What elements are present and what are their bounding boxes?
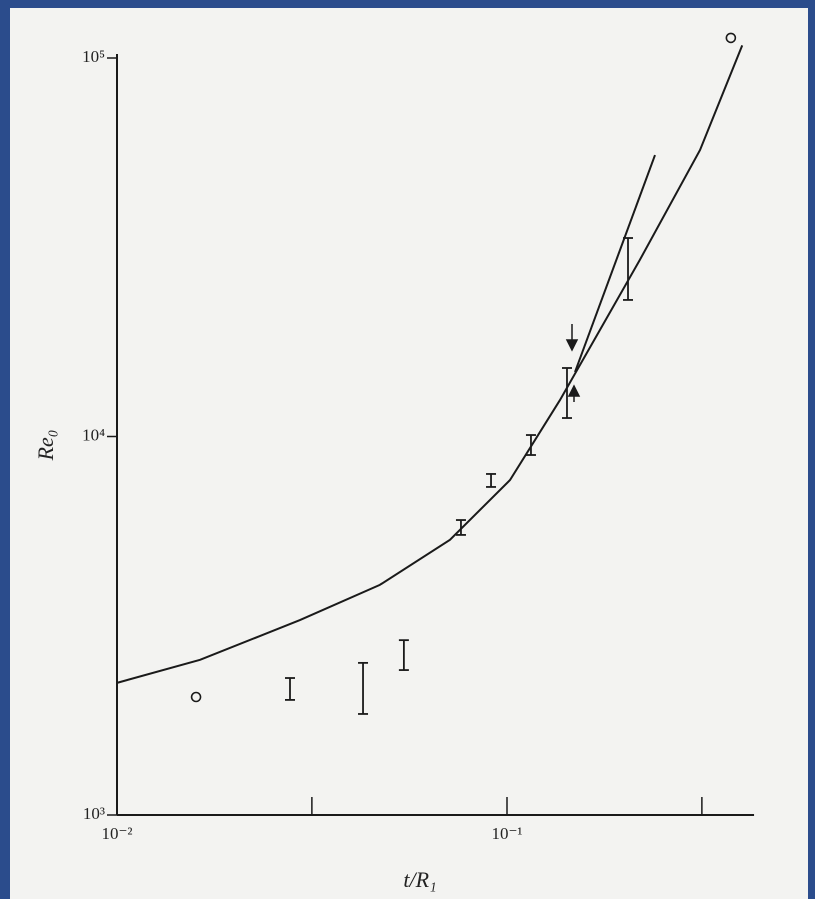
error-bar	[398, 639, 409, 671]
data-point	[190, 691, 202, 703]
y-tick-label: 10⁴	[82, 425, 105, 444]
x-tick-label: 10⁻¹	[491, 824, 522, 843]
error-bar	[455, 519, 466, 536]
error-bar	[561, 367, 572, 419]
error-bar	[623, 237, 634, 301]
y-tick-label: 10⁵	[82, 47, 105, 66]
arrows	[565, 324, 581, 402]
y-tick-label: 10³	[83, 804, 105, 823]
error-bar	[525, 434, 536, 456]
paper	[10, 8, 808, 899]
data-point	[725, 32, 737, 44]
fit-curve	[116, 44, 744, 684]
y-axis-title: Re₀	[33, 430, 58, 462]
error-bar	[486, 473, 497, 488]
x-tick-label: 10⁻²	[101, 824, 132, 843]
error-bar	[284, 677, 295, 701]
fit-branch	[574, 154, 656, 373]
error-bar	[358, 661, 369, 715]
x-axis-title: t/R₁	[403, 867, 436, 892]
